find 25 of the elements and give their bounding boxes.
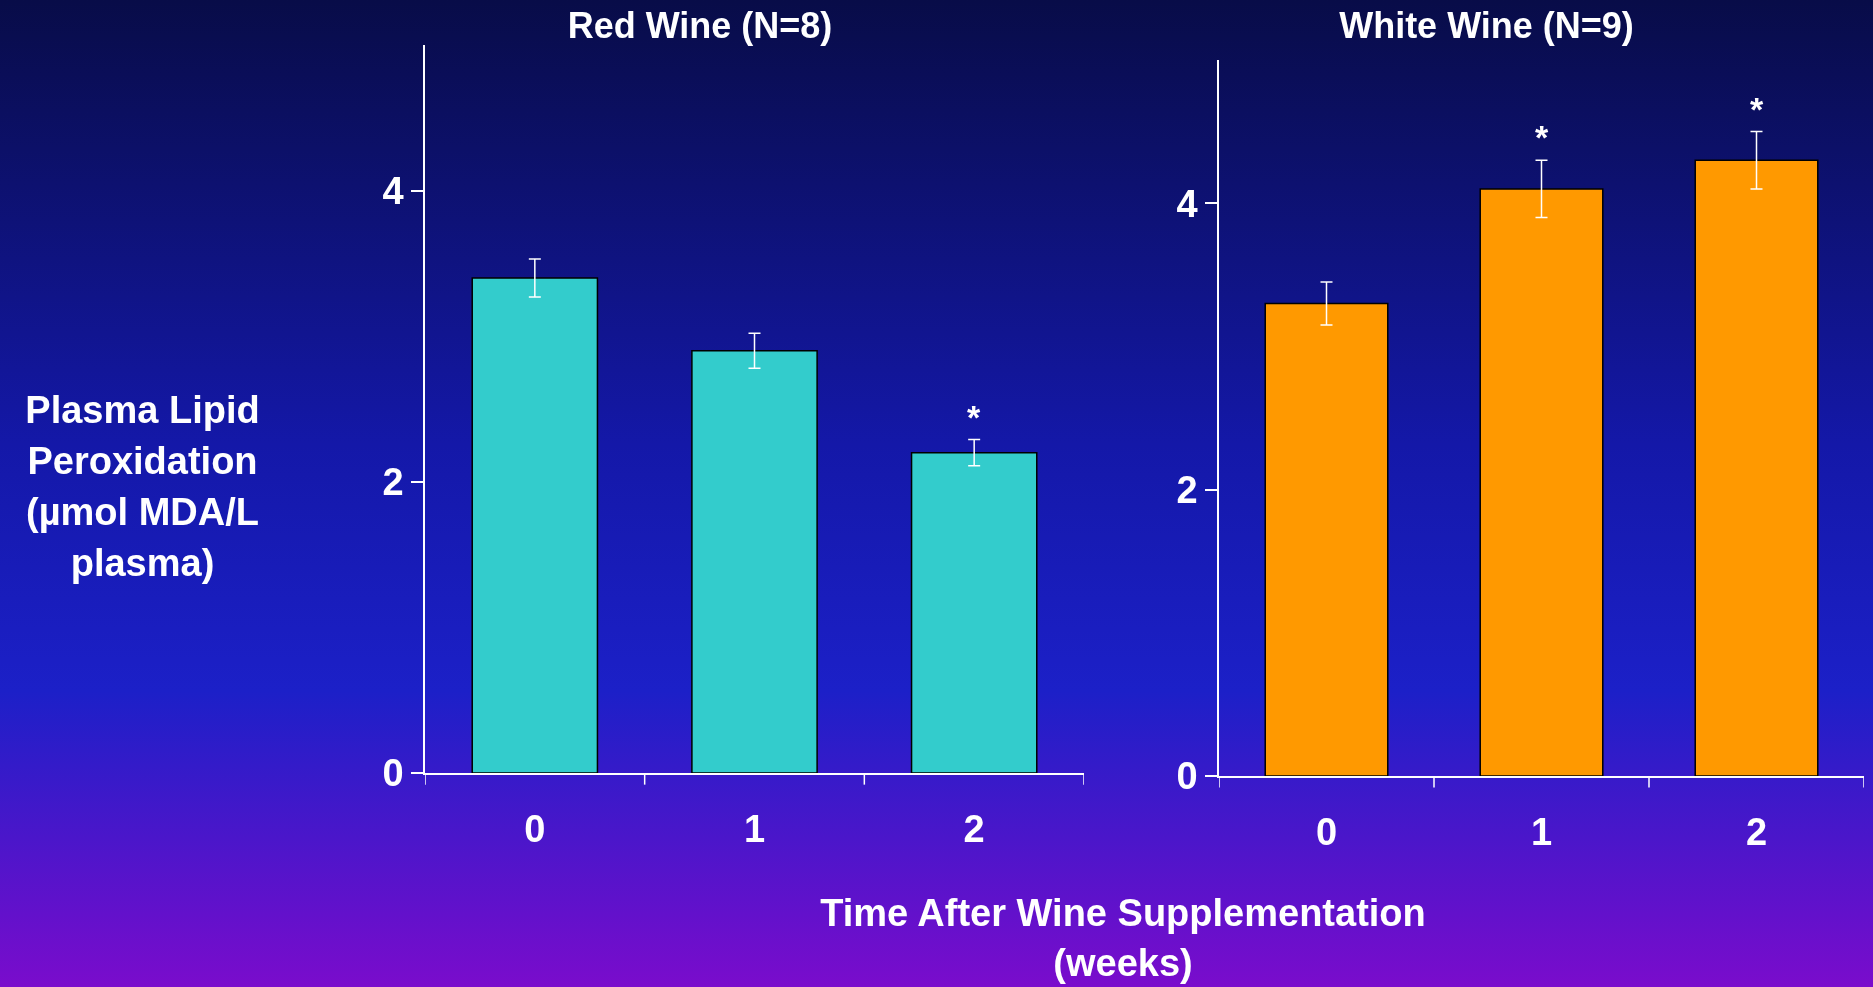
x-tick-label: 0 <box>524 808 546 851</box>
chart-title: Red Wine (N=8) <box>567 5 833 47</box>
x-tick-label: 2 <box>963 808 985 851</box>
x-tick-label: 2 <box>1745 811 1768 854</box>
annotation: * <box>967 398 981 436</box>
annotation: * <box>1535 118 1549 156</box>
bar <box>471 277 599 773</box>
annotation: * <box>1750 90 1764 128</box>
x-axis-title: Time After Wine Supplementation (weeks) <box>819 891 1427 986</box>
x-tick-label: 0 <box>1315 811 1338 854</box>
x-tick-label: 1 <box>743 808 766 851</box>
chart-title: White Wine (N=9) <box>1339 5 1634 47</box>
y-tick-label: 0 <box>1176 755 1198 798</box>
bar <box>1264 302 1389 776</box>
bar <box>910 451 1038 773</box>
y-axis-title: Plasma Lipid Peroxidation (µmol MDA/L plasma) <box>24 388 261 586</box>
y-tick-label: 2 <box>382 461 404 504</box>
y-tick-label: 4 <box>382 169 404 212</box>
bar <box>1479 188 1604 776</box>
bar <box>691 350 818 773</box>
bar <box>1694 159 1819 776</box>
y-tick-label: 0 <box>382 752 404 795</box>
y-tick-label: 4 <box>1176 182 1198 225</box>
y-tick-label: 2 <box>1176 468 1198 511</box>
x-tick-label: 1 <box>1530 811 1553 854</box>
